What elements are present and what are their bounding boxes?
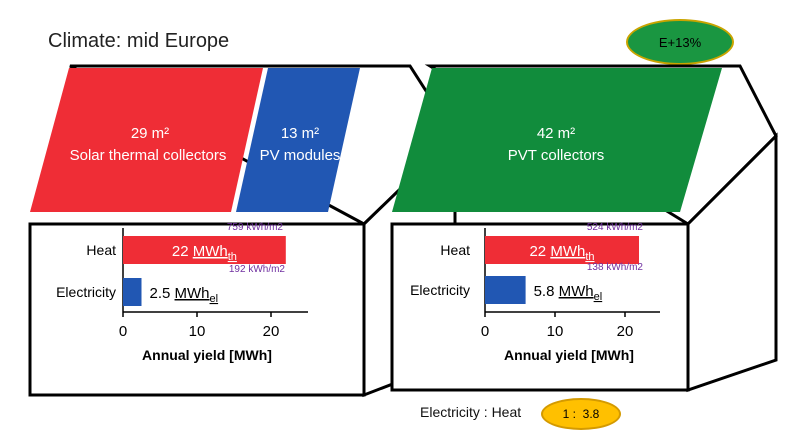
x-tick-label: 10 bbox=[547, 323, 564, 340]
bar-electricity bbox=[123, 278, 142, 306]
solar-thermal-label: Solar thermal collectors bbox=[70, 147, 227, 164]
bar-value-label: 22 MWhth bbox=[172, 243, 237, 263]
yield-per-m2-label: 192 kWh/m2 bbox=[229, 264, 286, 275]
energy-surplus-text: E+13% bbox=[658, 34, 702, 50]
yield-per-m2-label: 759 kWh/m2 bbox=[227, 222, 284, 233]
bar-value-label: 22 MWhth bbox=[529, 243, 594, 263]
x-axis-title: Annual yield [MWh] bbox=[142, 347, 272, 363]
ratio-value: 1 : 3.8 bbox=[562, 407, 600, 421]
energy-surplus-badge: E+13% bbox=[626, 19, 734, 65]
yield-per-m2-label: 524 kWh/m2 bbox=[587, 222, 644, 233]
pv-module-panel bbox=[236, 68, 360, 212]
bar-electricity bbox=[485, 276, 526, 304]
category-label: Heat bbox=[440, 242, 470, 258]
yield-chart-right: 0 10 20 Annual yield [MWh] Heat 524 kWh/m2 22 … bbox=[410, 222, 660, 363]
pv-module-area: 13 m² bbox=[281, 125, 319, 142]
pv-module-label: PV modules bbox=[260, 147, 341, 164]
x-tick-label: 0 bbox=[481, 323, 489, 340]
solar-thermal-panel bbox=[30, 68, 263, 212]
bar-value-label: 5.8 MWhel bbox=[534, 283, 603, 303]
house-right: 42 m² PVT collectors 0 10 20 Annual yield [… bbox=[390, 64, 778, 393]
pvt-area: 42 m² bbox=[537, 125, 575, 142]
bar-heat bbox=[485, 236, 639, 264]
x-axis-title: Annual yield [MWh] bbox=[504, 347, 634, 363]
category-label: Electricity bbox=[56, 284, 116, 300]
bar-value-label: 2.5 MWhel bbox=[150, 285, 219, 305]
x-tick-label: 0 bbox=[119, 323, 127, 340]
category-label: Electricity bbox=[410, 282, 470, 298]
yield-per-m2-label: 138 kWh/m2 bbox=[587, 262, 644, 273]
category-label: Heat bbox=[86, 242, 116, 258]
page-title: Climate: mid Europe bbox=[48, 30, 230, 52]
pvt-label: PVT collectors bbox=[508, 147, 604, 164]
yield-chart-left: 0 10 20 Annual yield [MWh] Heat 759 kWh/m2 22 … bbox=[56, 222, 308, 363]
bar-heat bbox=[123, 236, 286, 264]
x-tick-label: 20 bbox=[263, 323, 280, 340]
pvt-collector-panel bbox=[392, 68, 722, 212]
solar-thermal-area: 29 m² bbox=[131, 125, 169, 142]
ratio-badge: 1 : 3.8 bbox=[541, 398, 621, 430]
x-tick-label: 10 bbox=[189, 323, 206, 340]
ratio-label: Electricity : Heat bbox=[420, 404, 522, 420]
x-tick-label: 20 bbox=[617, 323, 634, 340]
